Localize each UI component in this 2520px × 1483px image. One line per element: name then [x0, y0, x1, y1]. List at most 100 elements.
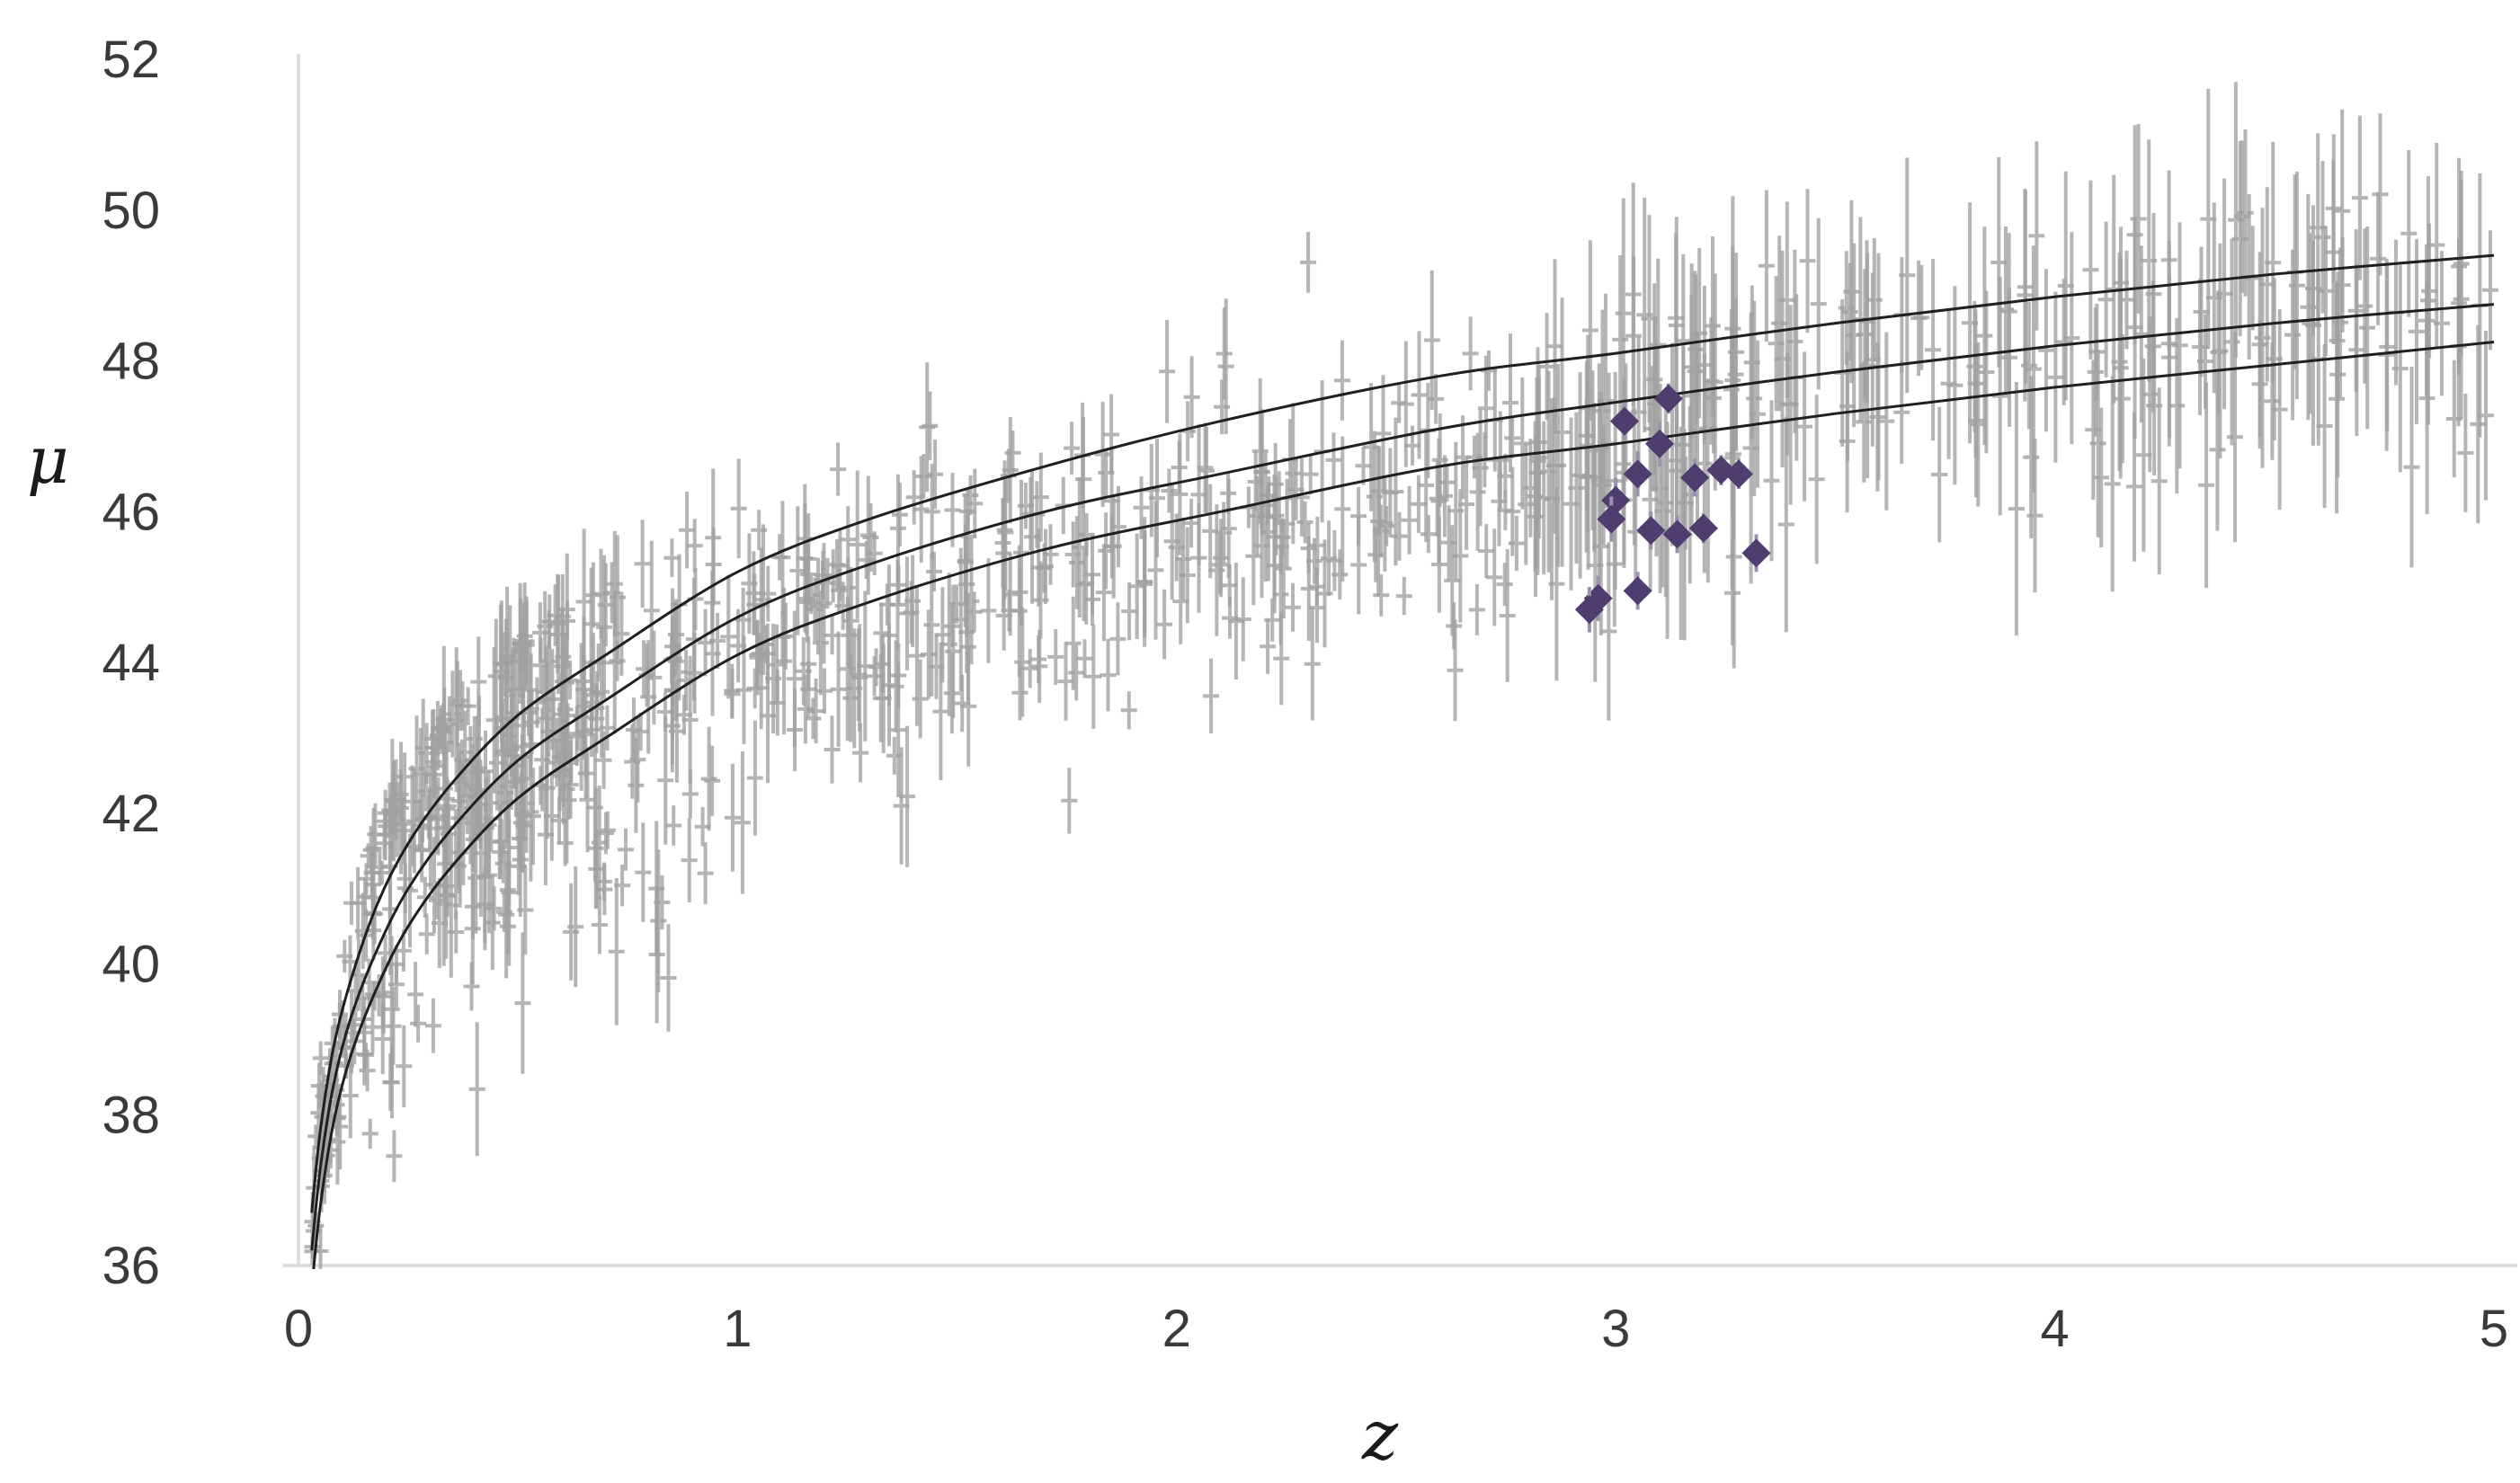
data-point-error-bar — [923, 553, 940, 697]
data-point-error-bar — [1514, 377, 1531, 510]
highlight-diamond-marker — [1597, 504, 1626, 534]
data-point-error-bar — [2126, 125, 2143, 345]
data-point-error-bar — [591, 895, 608, 955]
data-point-error-bar — [636, 640, 653, 698]
data-point-error-bar — [849, 470, 866, 619]
data-point-error-bar — [618, 828, 634, 871]
data-point-error-bar — [2254, 208, 2271, 468]
data-point-error-bar — [342, 1052, 359, 1139]
data-point-error-bar — [1746, 300, 1763, 497]
data-point-error-bar — [1486, 528, 1503, 626]
data-point-error-bar — [1325, 432, 1342, 488]
data-point-error-bar — [1064, 422, 1081, 475]
data-point-error-bar — [1032, 561, 1049, 639]
highlight-diamond-marker — [1601, 485, 1631, 515]
data-point-error-bar — [609, 535, 626, 660]
data-point-error-bar — [874, 635, 891, 693]
data-point-error-bar — [1245, 507, 1262, 606]
data-point-error-bar — [385, 987, 402, 1065]
highlight-diamond-marker — [1623, 459, 1652, 489]
data-point-error-bar — [1978, 290, 1995, 454]
data-point-error-bar — [485, 886, 503, 931]
data-point-error-bar — [597, 563, 614, 647]
data-point-error-bar — [2104, 376, 2121, 592]
data-point-error-bar — [1109, 485, 1126, 568]
data-point-error-bar — [730, 458, 747, 558]
data-point-error-bar — [577, 748, 594, 799]
data-point-error-bar — [1011, 545, 1028, 678]
data-point-error-bar — [643, 540, 660, 680]
data-point-error-bar — [498, 850, 515, 979]
data-point-error-bar — [1363, 383, 1380, 511]
data-point-error-bar — [1014, 607, 1031, 717]
data-point-error-bar — [2057, 171, 2074, 401]
data-point-error-bar — [787, 688, 804, 771]
data-point-error-bar — [1496, 563, 1513, 606]
data-point-error-bar — [408, 715, 425, 822]
data-point-error-bar — [660, 924, 677, 1032]
data-point-error-bar — [381, 782, 398, 839]
data-point-error-bar — [2356, 228, 2373, 384]
data-point-error-bar — [1846, 243, 1863, 428]
data-point-error-bar — [450, 742, 467, 893]
y-tick-label: 40 — [102, 936, 160, 994]
data-point-error-bar — [1121, 582, 1138, 641]
y-tick-label: 38 — [102, 1086, 160, 1144]
y-axis-title: μ — [27, 422, 69, 498]
highlight-diamond-marker — [1688, 513, 1718, 543]
data-point-error-bar — [2359, 226, 2376, 430]
data-point-error-bar — [944, 605, 961, 648]
data-point-error-bar — [2198, 382, 2215, 589]
data-point-error-bar — [1275, 519, 1292, 619]
data-point-error-bar — [1650, 258, 1667, 431]
data-point-error-bar — [1308, 567, 1325, 606]
data-point-error-bar — [1268, 475, 1285, 555]
data-point-error-bar — [841, 601, 858, 669]
data-point-error-bar — [776, 588, 793, 735]
data-point-error-bar — [1743, 285, 1760, 440]
data-point-error-bar — [724, 763, 741, 872]
data-point-error-bar — [359, 1049, 376, 1092]
data-point-error-bar — [1411, 331, 1428, 459]
data-point-error-bar — [815, 543, 833, 664]
data-point-error-bar — [1893, 360, 1910, 465]
data-point-error-bar — [1395, 576, 1412, 616]
data-point-error-bar — [934, 587, 951, 683]
data-point-error-bar — [495, 632, 512, 697]
x-axis-title: z — [1362, 1395, 1399, 1475]
data-point-error-bar — [1094, 402, 1111, 507]
data-point-error-bar — [2451, 157, 2468, 376]
y-tick-label: 46 — [102, 483, 160, 541]
data-point-error-bar — [447, 809, 464, 919]
data-point-error-bar — [1778, 201, 1795, 398]
highlight-diamond-marker — [1645, 429, 1675, 458]
data-point-error-bar — [1838, 251, 1855, 366]
data-point-error-bar — [2400, 150, 2418, 317]
data-point-error-bar — [439, 875, 456, 917]
data-point-error-bar — [1724, 196, 1741, 461]
data-point-error-bar — [373, 860, 390, 885]
data-point-error-bar — [608, 878, 625, 1026]
data-point-error-bar — [635, 822, 652, 922]
data-point-error-bar — [1302, 453, 1319, 495]
data-point-error-bar — [720, 574, 737, 699]
data-point-error-bar — [980, 558, 997, 663]
data-point-error-bar — [2047, 291, 2064, 463]
data-point-error-bar — [2210, 290, 2227, 414]
data-point-error-bar — [751, 633, 768, 674]
data-point-error-bar — [501, 790, 518, 905]
data-point-error-bar — [312, 1041, 329, 1076]
data-point-error-bar — [816, 668, 833, 714]
data-point-error-bar — [2200, 88, 2217, 350]
data-point-error-bar — [1264, 598, 1281, 642]
data-point-error-bar — [858, 540, 875, 579]
data-point-error-bar — [852, 723, 869, 783]
data-point-error-bar — [472, 789, 489, 917]
data-point-error-bar — [1373, 573, 1390, 617]
data-point-error-bar — [2146, 335, 2163, 475]
data-point-error-bar — [1504, 466, 1521, 556]
data-point-error-bar — [531, 602, 548, 663]
data-point-error-bar — [396, 1025, 413, 1107]
